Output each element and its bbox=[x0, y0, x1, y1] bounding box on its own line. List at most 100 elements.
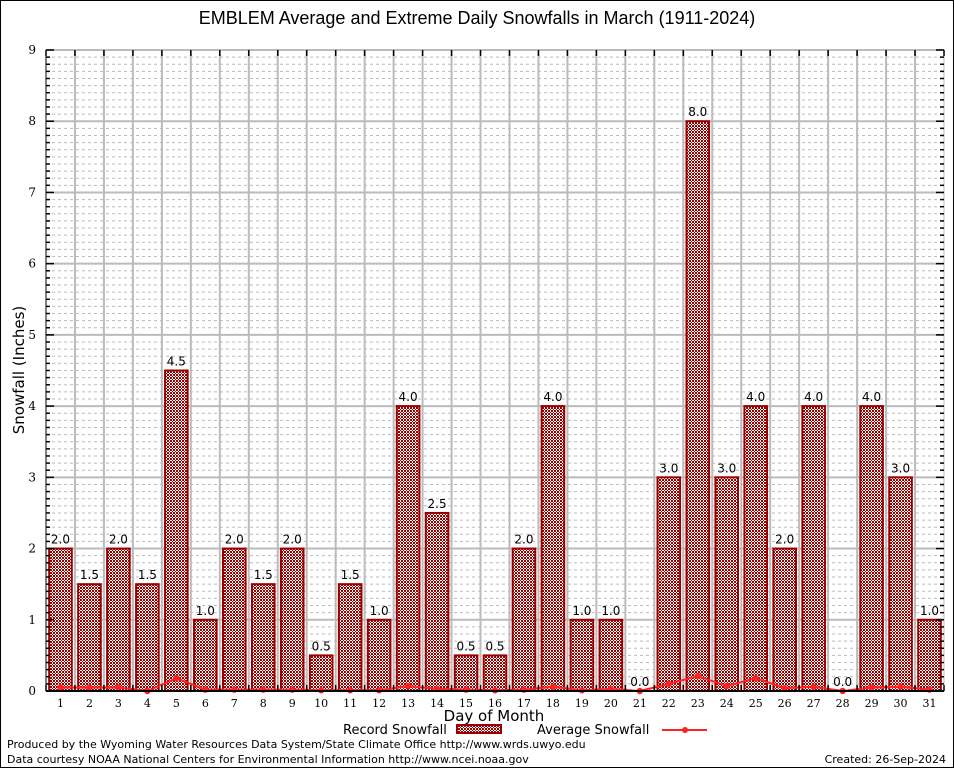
bar-record-snowfall bbox=[135, 583, 160, 693]
bar-record-snowfall bbox=[540, 405, 566, 692]
y-tick-label: 8 bbox=[28, 114, 36, 128]
legend-swatch-average-marker bbox=[682, 727, 688, 733]
x-tick-label: 29 bbox=[865, 697, 879, 710]
bar-record-snowfall bbox=[685, 120, 711, 692]
bar-record-snowfall bbox=[917, 618, 942, 692]
y-tick-label: 3 bbox=[28, 470, 36, 484]
bar-value-label: 2.0 bbox=[775, 533, 794, 547]
footer-produced-by: Produced by the Wyoming Water Resources … bbox=[7, 738, 586, 751]
bar-record-snowfall bbox=[801, 405, 826, 692]
x-tick-label: 10 bbox=[314, 697, 328, 710]
x-tick-label: 2 bbox=[86, 697, 93, 710]
bar-value-label: 2.0 bbox=[51, 533, 70, 547]
x-tick-label: 20 bbox=[604, 697, 618, 710]
x-tick-label: 16 bbox=[488, 697, 502, 710]
bar-record-snowfall bbox=[772, 547, 797, 692]
average-snowfall-point bbox=[752, 674, 759, 682]
x-tick-label: 1 bbox=[57, 697, 64, 710]
average-snowfall-point bbox=[810, 683, 817, 690]
bar-value-label: 8.0 bbox=[688, 105, 707, 119]
x-tick-label: 26 bbox=[778, 697, 792, 710]
x-tick-label: 8 bbox=[260, 697, 267, 710]
x-tick-label: 30 bbox=[894, 697, 908, 710]
bar-record-snowfall bbox=[77, 583, 102, 693]
y-tick-label: 5 bbox=[28, 328, 36, 342]
bar-value-label: 3.0 bbox=[717, 461, 736, 475]
x-tick-label: 7 bbox=[231, 697, 238, 710]
bars bbox=[48, 120, 942, 693]
x-tick-label: 11 bbox=[343, 697, 357, 710]
x-tick-label: 6 bbox=[202, 697, 209, 710]
bar-record-snowfall bbox=[106, 547, 131, 692]
legend-label-record: Record Snowfall bbox=[343, 723, 447, 738]
average-snowfall-point bbox=[665, 680, 673, 688]
bar-record-snowfall bbox=[337, 583, 363, 693]
x-tick-label: 13 bbox=[401, 697, 415, 710]
x-tick-label: 28 bbox=[836, 697, 850, 710]
bar-value-label: 0.0 bbox=[833, 675, 852, 689]
bar-value-label: 1.5 bbox=[80, 568, 99, 582]
average-snowfall-point bbox=[897, 683, 904, 690]
bar-record-snowfall bbox=[193, 618, 218, 692]
y-tick-label: 2 bbox=[28, 542, 36, 556]
grid bbox=[46, 49, 944, 691]
x-tick-label: 3 bbox=[115, 697, 122, 710]
average-snowfall-point bbox=[549, 683, 557, 690]
bar-value-label: 1.0 bbox=[370, 604, 389, 618]
footer-data-courtesy: Data courtesy NOAA National Centers for … bbox=[7, 753, 529, 766]
chart-title: EMBLEM Average and Extreme Daily Snowfal… bbox=[198, 8, 756, 28]
average-snowfall-point bbox=[173, 674, 180, 682]
legend-swatch-record bbox=[456, 724, 502, 734]
x-tick-label: 23 bbox=[691, 697, 705, 710]
bar-value-label: 2.0 bbox=[109, 533, 128, 547]
bar-value-label: 4.0 bbox=[746, 390, 765, 404]
bar-value-label: 4.5 bbox=[167, 355, 186, 369]
bar-value-label: 1.0 bbox=[601, 604, 620, 618]
x-tick-label: 21 bbox=[633, 697, 647, 710]
bar-record-snowfall bbox=[424, 511, 450, 693]
bar-value-label: 1.5 bbox=[138, 568, 157, 582]
bar-value-label: 3.0 bbox=[891, 461, 910, 475]
x-tick-label: 24 bbox=[720, 697, 734, 710]
bar-value-label: 2.0 bbox=[514, 533, 533, 547]
x-tick-label: 17 bbox=[517, 697, 531, 710]
average-snowfall-point bbox=[115, 684, 122, 691]
bar-value-label: 0.5 bbox=[485, 639, 504, 653]
y-tick-label: 1 bbox=[28, 613, 36, 627]
bar-value-label: 1.0 bbox=[196, 604, 215, 618]
bar-value-label: 2.5 bbox=[428, 497, 447, 511]
x-tick-label: 9 bbox=[289, 697, 296, 710]
x-axis-label: Day of Month bbox=[444, 707, 545, 725]
bar-record-snowfall bbox=[453, 654, 479, 693]
footer-created: Created: 26-Sep-2024 bbox=[824, 753, 946, 766]
bar-value-label: 1.0 bbox=[572, 604, 591, 618]
bar-value-label: 0.0 bbox=[630, 675, 649, 689]
bar-value-label: 1.0 bbox=[920, 604, 939, 618]
x-tick-label: 14 bbox=[430, 697, 444, 710]
bar-value-label: 2.0 bbox=[225, 533, 244, 547]
x-tick-label: 27 bbox=[807, 697, 821, 710]
bar-record-snowfall bbox=[164, 369, 189, 692]
average-snowfall-point bbox=[404, 682, 412, 690]
legend: Record Snowfall Average Snowfall bbox=[343, 723, 707, 738]
x-tick-label: 22 bbox=[662, 697, 676, 710]
bar-value-label: 1.5 bbox=[341, 568, 360, 582]
bar-value-label: 4.0 bbox=[862, 390, 881, 404]
bar-record-snowfall bbox=[888, 476, 913, 693]
bar-record-snowfall bbox=[395, 405, 421, 692]
bar-value-label: 0.5 bbox=[312, 639, 331, 653]
y-tick-label: 0 bbox=[28, 684, 36, 698]
bar-record-snowfall bbox=[569, 618, 595, 692]
x-tick-label: 12 bbox=[372, 697, 386, 710]
x-tick-label: 19 bbox=[575, 697, 589, 710]
y-tick-label: 7 bbox=[28, 185, 36, 199]
average-snowfall-point bbox=[57, 684, 64, 691]
x-tick-label: 15 bbox=[459, 697, 473, 710]
bar-value-label: 4.0 bbox=[804, 390, 823, 404]
bar-record-snowfall bbox=[366, 618, 392, 692]
bar-record-snowfall bbox=[511, 547, 537, 692]
x-tick-label: 4 bbox=[144, 697, 151, 710]
bar-record-snowfall bbox=[221, 547, 247, 692]
y-tick-label: 6 bbox=[28, 257, 36, 271]
